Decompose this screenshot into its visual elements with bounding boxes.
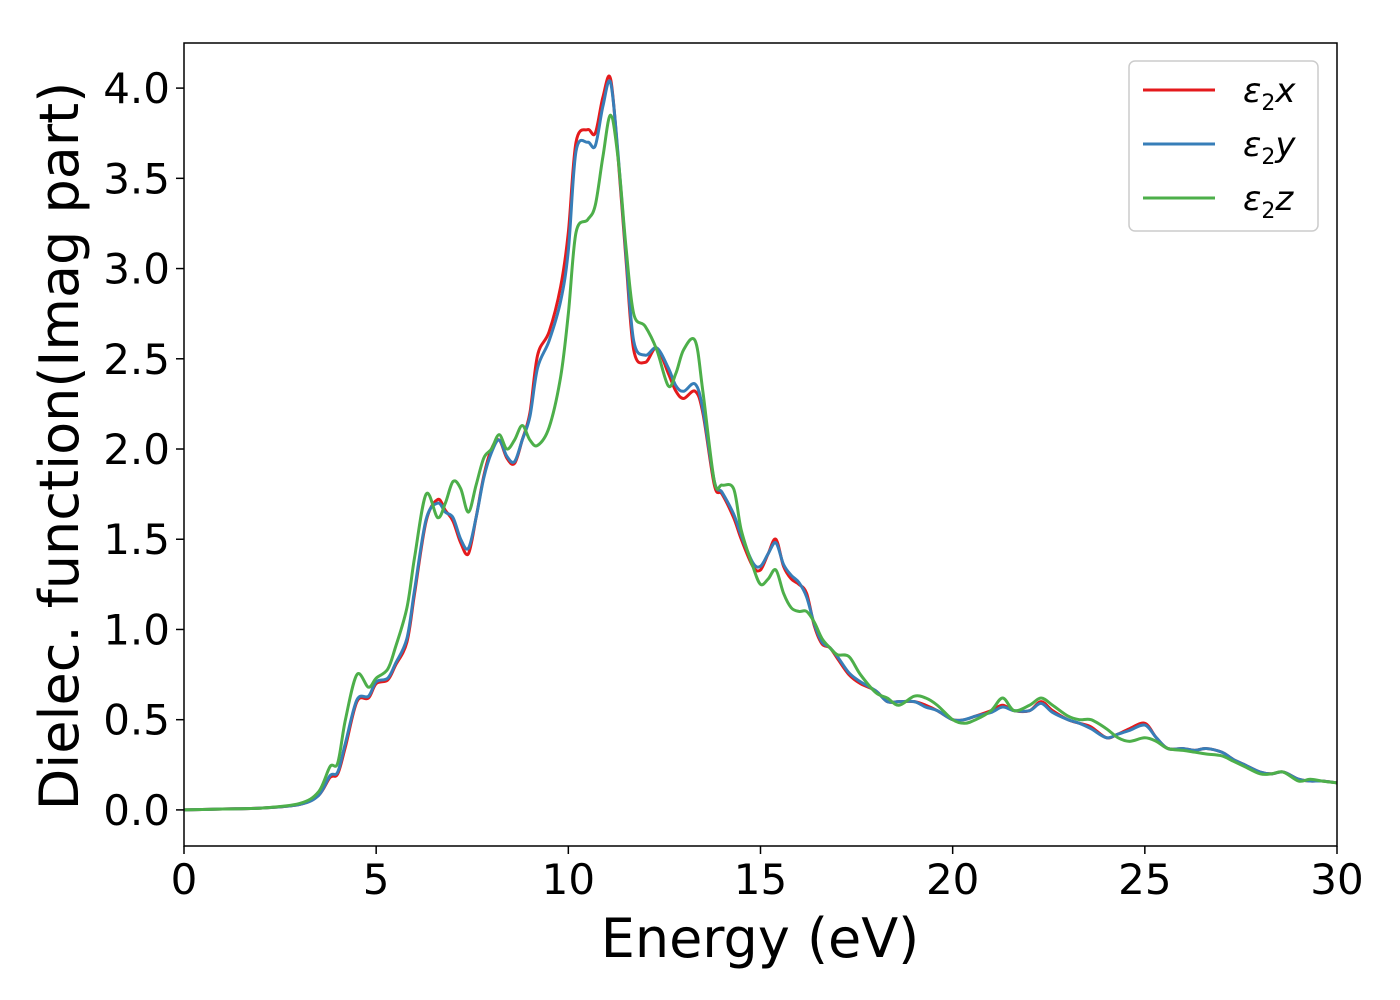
legend-label-y: ε2y [1243,125,1296,170]
y-tick-label: 4.0 [103,64,170,113]
x-tick-label: 0 [171,855,198,904]
x-axis: 0 5 10 15 20 25 30 [171,846,1364,904]
x-tick-label: 25 [1118,855,1171,904]
series-line-z [184,113,1337,812]
x-tick-label: 10 [542,855,595,904]
y-tick-label: 2.5 [103,335,170,384]
x-tick-label: 20 [926,855,979,904]
y-tick-label: 3.5 [103,154,170,203]
legend-box [1128,60,1319,232]
legend-label-x: ε2x [1243,71,1296,116]
y-axis: 0.0 0.5 1.0 1.5 2.0 2.5 3.0 3.5 4.0 [103,64,184,835]
x-tick-label: 30 [1310,855,1363,904]
plot-area [184,74,1337,812]
y-tick-label: 0.5 [103,696,170,745]
y-tick-label: 1.0 [103,605,170,654]
x-axis-label: Energy (eV) [601,907,920,970]
y-axis-label: Dielec. function(Imag part) [28,82,91,811]
y-tick-label: 2.0 [103,425,170,474]
y-tick-label: 3.0 [103,245,170,294]
legend-label-z: ε2z [1243,179,1294,224]
y-tick-label: 1.5 [103,515,170,564]
legend-items: ε2x ε2y ε2z [1143,71,1296,224]
y-tick-label: 0.0 [103,786,170,835]
x-tick-label: 15 [734,855,787,904]
series-line-y [184,79,1337,812]
legend: ε2x ε2y ε2z [1128,60,1319,232]
x-tick-label: 5 [363,855,390,904]
